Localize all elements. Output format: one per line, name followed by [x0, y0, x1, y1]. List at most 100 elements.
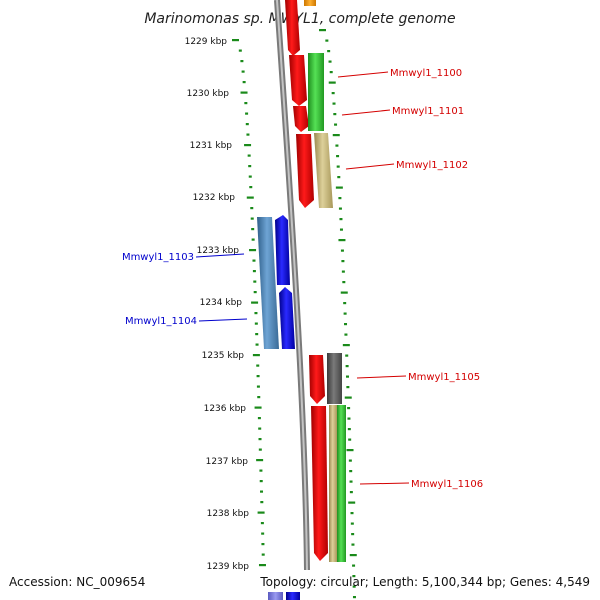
ruler-minor-tick: [344, 323, 348, 326]
tick-label-1234: 1234 kbp: [200, 298, 243, 308]
ruler-major-tick: [342, 344, 350, 347]
ruler-minor-tick: [338, 197, 342, 200]
ruler-minor-tick: [260, 522, 264, 525]
ruler-minor-tick: [242, 81, 246, 84]
ruler-minor-tick: [343, 312, 347, 315]
gene-mmwyl1-1102-arrow[interactable]: [296, 134, 314, 208]
ruler-minor-tick: [254, 312, 258, 315]
ruler-minor-tick: [260, 490, 264, 493]
ruler-minor-tick: [337, 176, 341, 179]
gene-mmwyl1-1104-arrow[interactable]: [279, 287, 295, 349]
ruler-major-tick: [252, 354, 260, 357]
gene-label-1100[interactable]: Mmwyl1_1100: [390, 68, 462, 79]
ruler-minor-tick: [349, 470, 353, 473]
ruler-minor-tick: [336, 165, 340, 168]
ruler-minor-tick: [338, 207, 342, 210]
ruler-minor-tick: [240, 60, 244, 63]
ruler-major-tick: [258, 564, 266, 567]
ruler-major-tick: [340, 291, 348, 294]
ruler-minor-tick: [238, 49, 242, 52]
gene-mmwyl1-1106-arrow[interactable]: [311, 406, 328, 561]
ruler-minor-tick: [335, 144, 339, 147]
ruler-minor-tick: [352, 564, 356, 567]
ruler-minor-tick: [347, 407, 351, 410]
ruler-major-tick: [332, 134, 340, 137]
cog-partial-top-orange[interactable]: [304, 0, 316, 6]
ruler-minor-tick: [347, 428, 351, 431]
ruler-minor-tick: [252, 259, 256, 262]
ruler-minor-tick: [246, 133, 250, 136]
accession-text: Accession: NC_009654: [9, 575, 145, 589]
ruler-minor-tick: [350, 512, 354, 515]
gene-label-1106[interactable]: Mmwyl1_1106: [411, 479, 483, 490]
ruler-minor-tick: [348, 459, 352, 462]
ruler-minor-tick: [352, 585, 356, 588]
tick-label-1232: 1232 kbp: [193, 193, 236, 203]
cog-box-gray-1105[interactable]: [327, 353, 342, 404]
gene-mmwyl1-1105-arrow[interactable]: [309, 355, 325, 404]
ruler-major-tick: [257, 511, 265, 514]
ruler-minor-tick: [347, 417, 351, 420]
gene-labels: Mmwyl1_1100 Mmwyl1_1101 Mmwyl1_1102 Mmwy…: [122, 68, 483, 490]
ruler-tick-labels: 1229 kbp 1230 kbp 1231 kbp 1232 kbp 1233…: [185, 37, 250, 572]
ruler-minor-tick: [339, 218, 343, 221]
gene-partial-top-red[interactable]: [285, 0, 300, 56]
gene-label-1105[interactable]: Mmwyl1_1105: [408, 372, 480, 383]
ruler-minor-tick: [331, 92, 335, 95]
ruler-minor-tick: [251, 228, 255, 231]
ruler-major-tick: [328, 81, 336, 84]
ruler-minor-tick: [255, 343, 259, 346]
gene-partial-bottom-blue[interactable]: [286, 592, 300, 600]
tick-label-1231: 1231 kbp: [190, 141, 233, 151]
ruler-minor-tick: [327, 50, 331, 53]
ruler-minor-tick: [260, 501, 264, 504]
ruler-minor-tick: [345, 365, 349, 368]
ruler-minor-tick: [261, 543, 265, 546]
ruler-major-tick: [348, 501, 356, 504]
ruler-minor-tick: [250, 207, 254, 210]
ruler-minor-tick: [256, 375, 260, 378]
ruler-minor-tick: [339, 228, 343, 231]
ruler-minor-tick: [253, 280, 257, 283]
ruler-major-tick: [344, 396, 352, 399]
gene-label-1103[interactable]: Mmwyl1_1103: [122, 252, 194, 263]
cog-box-khaki-1106[interactable]: [329, 405, 337, 562]
ruler-left: [232, 39, 266, 567]
gene-label-1102[interactable]: Mmwyl1_1102: [396, 160, 468, 171]
ruler-minor-tick: [343, 302, 347, 305]
map-title: Marinomonas sp. MWYL1, complete genome: [144, 11, 455, 27]
ruler-right: [319, 29, 357, 599]
ruler-minor-tick: [259, 469, 263, 472]
gene-mmwyl1-1103-arrow[interactable]: [275, 215, 290, 285]
ruler-major-tick: [249, 249, 257, 252]
ruler-minor-tick: [253, 291, 257, 294]
ruler-major-tick: [251, 301, 259, 304]
ruler-minor-tick: [334, 123, 338, 126]
ruler-minor-tick: [261, 532, 265, 535]
ruler-minor-tick: [251, 238, 255, 241]
cog-box-green-1106[interactable]: [337, 405, 346, 562]
genome-backbone-highlight: [276, 0, 308, 571]
ruler-minor-tick: [252, 270, 256, 273]
cog-box-green-1100[interactable]: [308, 53, 324, 131]
ruler-minor-tick: [249, 186, 253, 189]
tick-label-1230: 1230 kbp: [187, 89, 230, 99]
ruler-minor-tick: [328, 60, 332, 63]
ruler-major-tick: [246, 196, 254, 199]
ruler-minor-tick: [325, 39, 329, 42]
ruler-minor-tick: [350, 522, 354, 525]
gene-partial-bottom-purple[interactable]: [268, 592, 283, 600]
ruler-minor-tick: [258, 438, 262, 441]
ruler-major-tick: [335, 186, 343, 189]
gene-label-1101[interactable]: Mmwyl1_1101: [392, 106, 464, 117]
ruler-minor-tick: [257, 396, 261, 399]
ruler-minor-tick: [336, 155, 340, 158]
cog-box-steel-1103[interactable]: [257, 217, 279, 349]
ruler-major-tick: [349, 554, 357, 557]
gene-mmwyl1-1100-arrow[interactable]: [289, 55, 307, 106]
gene-label-1104[interactable]: Mmwyl1_1104: [125, 316, 197, 327]
ruler-major-tick: [256, 459, 264, 462]
cog-box-khaki-1102[interactable]: [314, 133, 333, 208]
gene-mmwyl1-1101-arrow[interactable]: [293, 106, 309, 132]
